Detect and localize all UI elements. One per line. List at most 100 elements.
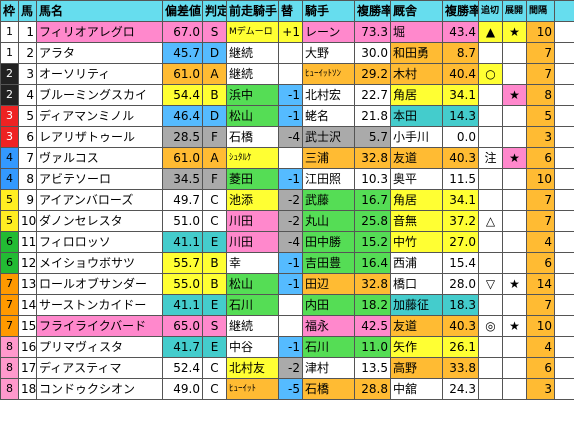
cell-name: アラタ [36,42,163,64]
cell-srate: 43.4 [442,21,479,43]
cell-interval: 10 [526,21,555,43]
cell-name: プリマヴィスタ [36,336,163,358]
cell-jrate: 21.8 [354,105,391,127]
cell-waku: 6 [0,231,19,253]
table-row[interactable]: 4 8 アビテソーロ 34.5 F 菱田 -1 江田照 10.3 奥平 11.5 10 [0,168,574,190]
cell-jrate: 32.8 [354,273,391,295]
cell-jrate: 11.0 [354,336,391,358]
cell-change: -5 [278,378,303,400]
cell-waku: 5 [0,189,19,211]
cell-srate: 34.1 [442,189,479,211]
table-row[interactable]: 5 10 ダノンセレスタ 51.0 C 川田 -2 丸山 25.8 音無 37.2 △ 7 [0,210,574,232]
cell-uma: 15 [18,315,37,337]
cell-oikiri [478,294,503,316]
entries-table: 枠馬馬名偏差値判定前走騎手替騎手複勝率厩舎複勝率追切展開間隔11フィリオアレグロ… [0,0,574,400]
header-row: 枠馬馬名偏差値判定前走騎手替騎手複勝率厩舎複勝率追切展開間隔 [0,0,574,22]
table-row[interactable]: 8 17 ディアスティマ 52.4 C 北村友 -2 津村 13.5 高野 33.8 6 [0,357,574,379]
cell-srate: 33.8 [442,357,479,379]
cell-score: 67.0 [162,21,203,43]
table-row[interactable]: 3 6 レアリザトゥール 28.5 F 石橋 -4 武士沢 5.7 小手川 0.0 3 [0,126,574,148]
cell-waku: 2 [0,63,19,85]
cell-tenkai [502,105,527,127]
cell-srate: 28.0 [442,273,479,295]
cell-waku: 8 [0,336,19,358]
cell-score: 41.1 [162,294,203,316]
cell-tenkai [502,42,527,64]
cell-name: フィロロッソ [36,231,163,253]
cell-jockey: レーン [302,21,355,43]
cell-tenkai: ★ [502,315,527,337]
cell-waku: 8 [0,378,19,400]
cell-stable: 本田 [390,105,443,127]
cell-jockey: 大野 [302,42,355,64]
cell-interval: 7 [526,63,555,85]
cell-stable: 友道 [390,315,443,337]
cell-uma: 5 [18,105,37,127]
cell-waku: 8 [0,357,19,379]
table-row[interactable]: 6 11 フィロロッソ 41.1 E 川田 -4 田中勝 15.2 中竹 27.0 4 [0,231,574,253]
cell-last: 1 [554,315,574,337]
header-jrate: 複勝率 [354,0,391,22]
cell-score: 55.7 [162,252,203,274]
cell-srate: 14.3 [442,105,479,127]
cell-jockey: 蛯名 [302,105,355,127]
cell-change: -1 [278,84,303,106]
cell-waku: 2 [0,84,19,106]
cell-tenkai [502,126,527,148]
cell-tenkai [502,189,527,211]
cell-interval: 7 [526,210,555,232]
cell-change [278,63,303,85]
table-row[interactable]: 5 9 アイアンバローズ 49.7 C 池添 -2 武藤 16.7 角居 34.1 7 [0,189,574,211]
table-row[interactable]: 8 16 プリマヴィスタ 41.7 E 中谷 -1 石川 11.0 矢作 26.1 4 [0,336,574,358]
cell-prev: 菱田 [226,168,279,190]
table-row[interactable]: 8 18 コンドゥクシオン 49.0 C ﾋｭｰｲｯﾄ -5 石橋 28.8 中舘 24.3 3 [0,378,574,400]
cell-prev: 浜中 [226,84,279,106]
cell-prev: ﾋｭｰｲｯﾄ [226,378,279,400]
cell-score: 51.0 [162,210,203,232]
cell-last [554,336,574,358]
cell-change: -1 [278,105,303,127]
cell-jockey: 福永 [302,315,355,337]
cell-oikiri [478,84,503,106]
cell-interval: 14 [526,273,555,295]
cell-interval: 6 [526,357,555,379]
cell-jrate: 73.3 [354,21,391,43]
cell-waku: 7 [0,273,19,295]
table-row[interactable]: 6 12 メイショウボサツ 55.7 B 幸 -1 吉田豊 16.4 西浦 15.4 6 [0,252,574,274]
cell-judge: C [202,378,227,400]
cell-prev: 継続 [226,42,279,64]
table-row[interactable]: 7 14 サーストンカイドー 41.1 E 石川 内田 18.2 加藤征 18.3 7 [0,294,574,316]
cell-judge: F [202,168,227,190]
cell-stable: 角居 [390,84,443,106]
cell-oikiri [478,252,503,274]
cell-tenkai [502,357,527,379]
header-change: 替 [278,0,303,22]
cell-last: 2 [554,63,574,85]
cell-uma: 11 [18,231,37,253]
cell-srate: 40.3 [442,315,479,337]
cell-stable: 高野 [390,357,443,379]
table-row[interactable]: 3 5 ディアマンミノル 46.4 D 松山 -1 蛯名 21.8 本田 14.3 5 [0,105,574,127]
cell-srate: 8.7 [442,42,479,64]
cell-score: 28.5 [162,126,203,148]
cell-score: 61.0 [162,63,203,85]
cell-jockey: 石橋 [302,378,355,400]
header-last [554,0,574,22]
cell-jockey: 田辺 [302,273,355,295]
cell-name: ロールオブサンダー [36,273,163,295]
cell-judge: E [202,231,227,253]
header-score: 偏差値 [162,0,203,22]
cell-score: 55.0 [162,273,203,295]
cell-judge: D [202,105,227,127]
cell-waku: 4 [0,147,19,169]
cell-oikiri: ▲ [478,21,503,43]
cell-prev: 北村友 [226,357,279,379]
cell-judge: C [202,189,227,211]
